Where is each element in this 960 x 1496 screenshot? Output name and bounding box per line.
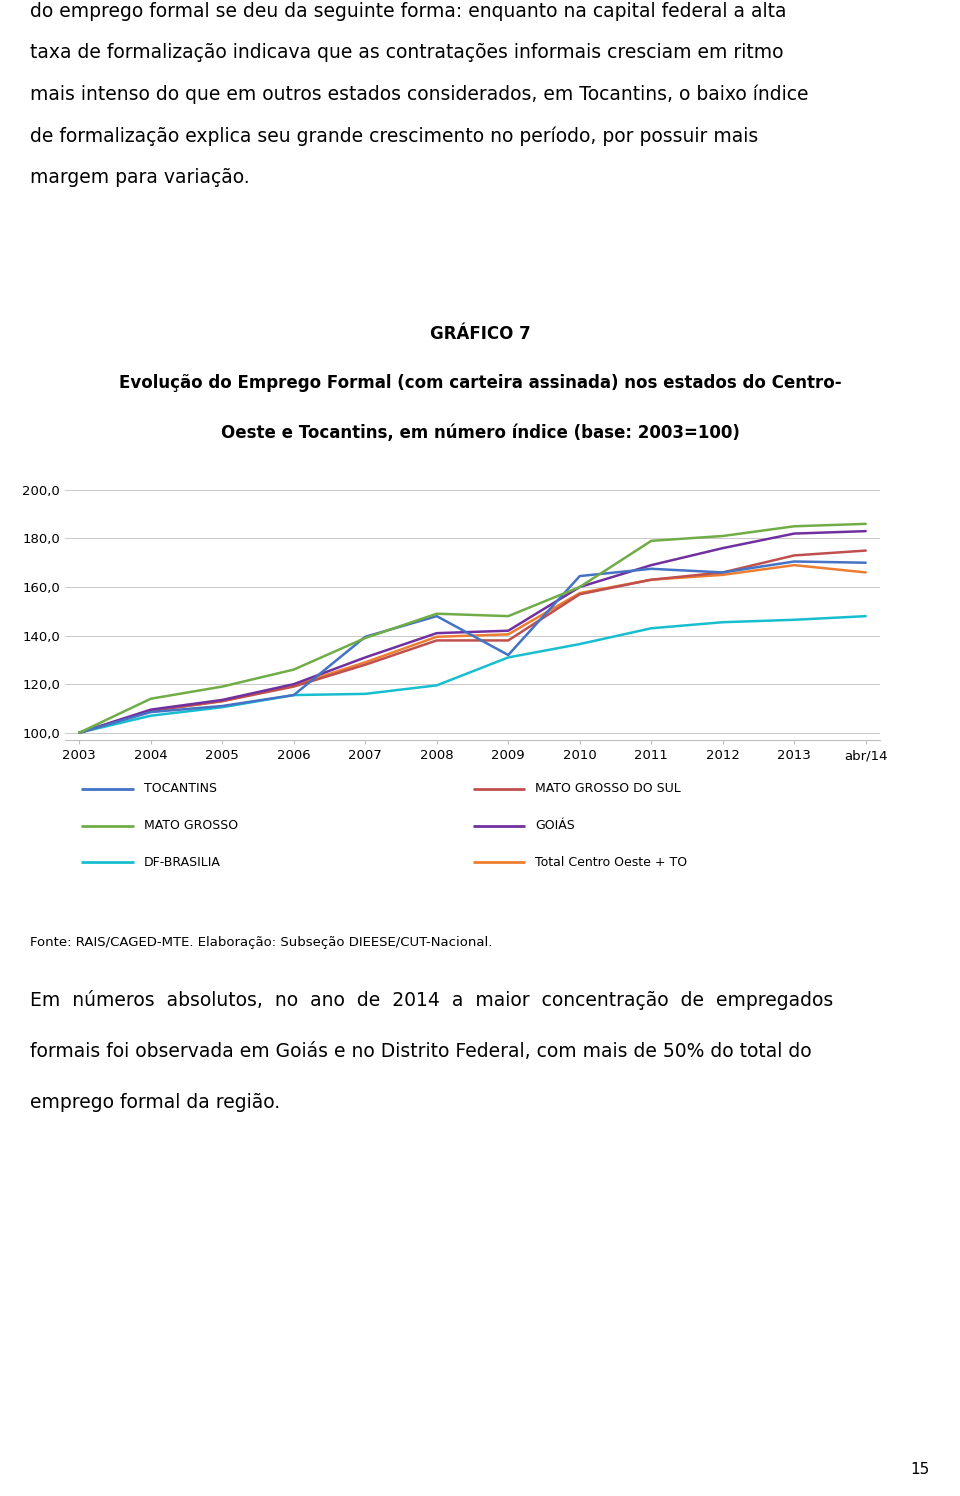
- Text: emprego formal da região.: emprego formal da região.: [30, 1094, 280, 1112]
- Text: Total Centro Oeste + TO: Total Centro Oeste + TO: [536, 856, 687, 869]
- Text: margem para variação.: margem para variação.: [30, 168, 250, 187]
- Text: de formalização explica seu grande crescimento no período, por possuir mais: de formalização explica seu grande cresc…: [30, 126, 758, 147]
- Text: MATO GROSSO: MATO GROSSO: [144, 820, 238, 832]
- Text: MATO GROSSO DO SUL: MATO GROSSO DO SUL: [536, 782, 681, 796]
- Text: GOIÁS: GOIÁS: [536, 820, 575, 832]
- Text: TOCANTINS: TOCANTINS: [144, 782, 217, 796]
- Text: mais intenso do que em outros estados considerados, em Tocantins, o baixo índice: mais intenso do que em outros estados co…: [30, 85, 808, 105]
- Text: taxa de formalização indicava que as contratações informais cresciam em ritmo: taxa de formalização indicava que as con…: [30, 43, 783, 63]
- Text: Em  números  absolutos,  no  ano  de  2014  a  maior  concentração  de  empregad: Em números absolutos, no ano de 2014 a m…: [30, 990, 833, 1010]
- Text: GRÁFICO 7: GRÁFICO 7: [430, 325, 530, 343]
- Text: do emprego formal se deu da seguinte forma: enquanto na capital federal a alta: do emprego formal se deu da seguinte for…: [30, 1, 786, 21]
- Text: formais foi observada em Goiás e no Distrito Federal, com mais de 50% do total d: formais foi observada em Goiás e no Dist…: [30, 1041, 811, 1061]
- Text: Oeste e Tocantins, em número índice (base: 2003=100): Oeste e Tocantins, em número índice (bas…: [221, 423, 739, 441]
- Text: DF-BRASILIA: DF-BRASILIA: [144, 856, 221, 869]
- Text: Fonte: RAIS/CAGED-MTE. Elaboração: Subseção DIEESE/CUT-Nacional.: Fonte: RAIS/CAGED-MTE. Elaboração: Subse…: [30, 936, 492, 948]
- Text: Evolução do Emprego Formal (com carteira assinada) nos estados do Centro-: Evolução do Emprego Formal (com carteira…: [119, 374, 841, 392]
- Text: 15: 15: [911, 1463, 930, 1478]
